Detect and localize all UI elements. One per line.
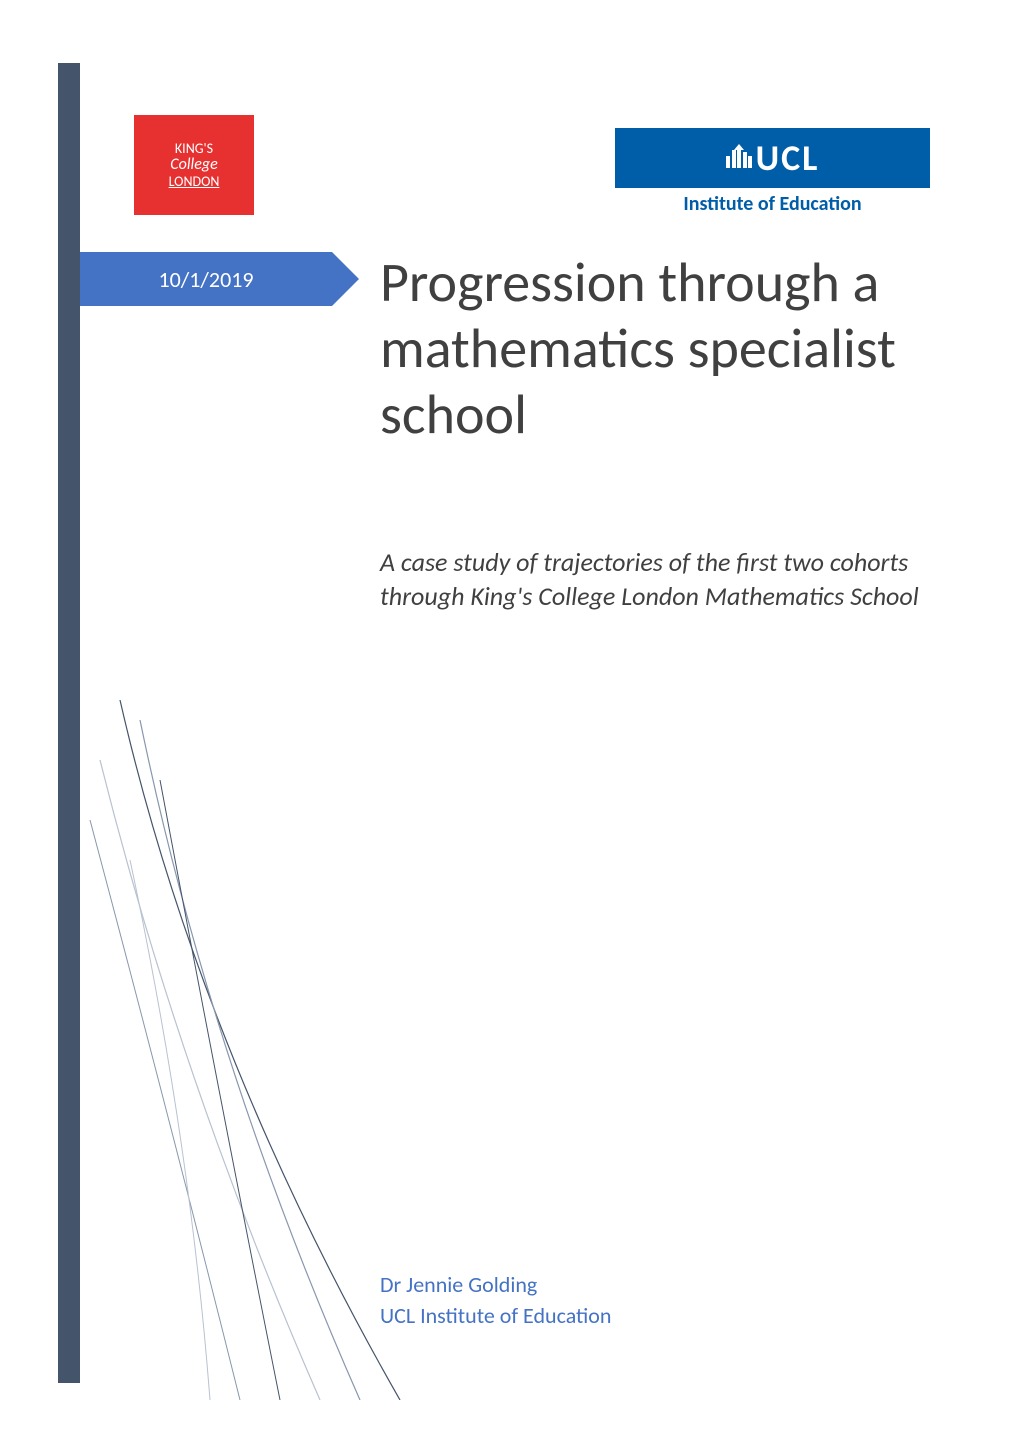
kings-college-logo: KING'S College LONDON xyxy=(134,115,254,215)
ucl-subtitle: Institute of Education xyxy=(615,188,930,220)
ucl-ioe-logo: UCL Institute of Education xyxy=(615,128,930,218)
document-subtitle: A case study of trajectories of the firs… xyxy=(380,546,940,614)
date-text: 10/1/2019 xyxy=(158,266,253,293)
kings-line1: KING'S xyxy=(169,141,220,156)
document-title: Progression through a mathematics specia… xyxy=(380,250,940,448)
date-tab: 10/1/2019 xyxy=(80,252,332,306)
author-block: Dr Jennie Golding UCL Institute of Educa… xyxy=(380,1270,611,1332)
left-accent-bar xyxy=(58,63,80,1383)
ucl-building-icon xyxy=(726,144,752,173)
kings-line2: College xyxy=(169,156,220,174)
ucl-logo-top: UCL xyxy=(615,128,930,188)
author-affiliation: UCL Institute of Education xyxy=(380,1301,611,1332)
ucl-text: UCL xyxy=(756,136,820,180)
kings-line3: LONDON xyxy=(169,174,220,189)
kings-logo-text: KING'S College LONDON xyxy=(169,141,220,189)
author-name: Dr Jennie Golding xyxy=(380,1270,611,1301)
date-tab-arrow xyxy=(332,252,359,306)
